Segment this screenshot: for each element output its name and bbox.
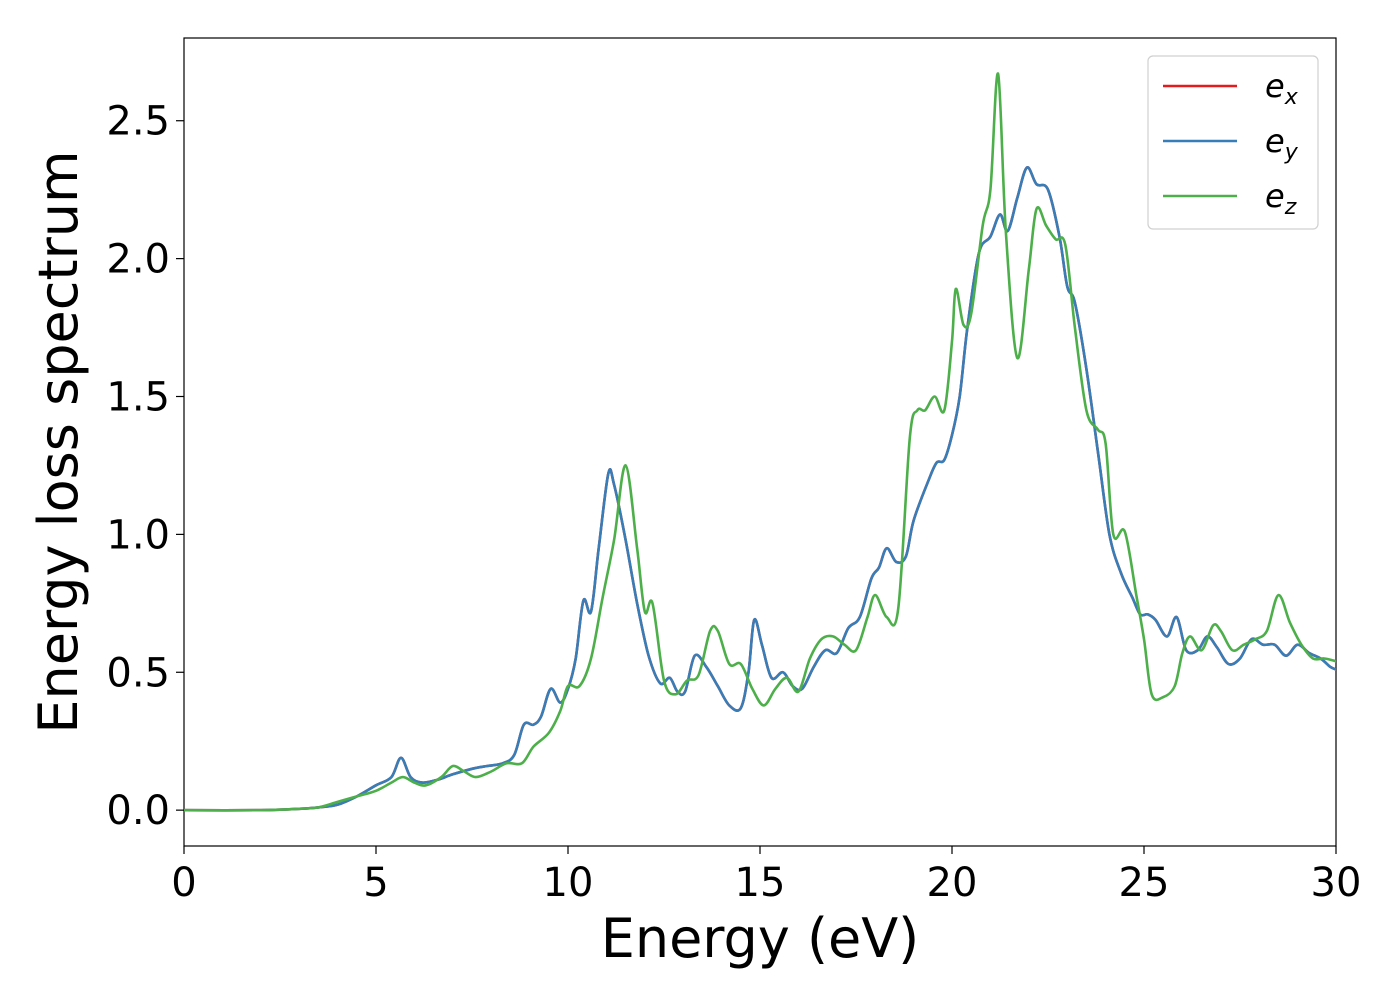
x-tick-label: 20 [927,860,978,906]
y-tick-label: 0.5 [106,650,170,696]
x-tick-label: 15 [735,860,786,906]
y-axis: 0.0 0.5 1.0 1.5 2.0 2.5 [106,99,184,834]
y-tick-label: 0.0 [106,788,170,834]
series-layer [184,72,1336,812]
x-axis-title: Energy (eV) [601,907,920,970]
x-tick-label: 10 [543,860,594,906]
x-tick-label: 0 [171,860,196,906]
y-tick-label: 2.0 [106,237,170,283]
legend-frame [1147,55,1319,230]
x-tick-label: 25 [1119,860,1170,906]
series-line-y [184,166,1336,812]
y-tick-label: 2.5 [106,99,170,145]
x-tick-label: 30 [1311,860,1362,906]
x-axis: 0 5 10 15 20 25 30 [171,846,1361,906]
y-tick-label: 1.0 [106,512,170,558]
x-tick-label: 5 [363,860,388,906]
y-axis-title: Energy loss spectrum [27,150,90,733]
series-line-z [184,72,1336,812]
y-tick-label: 1.5 [106,374,170,420]
